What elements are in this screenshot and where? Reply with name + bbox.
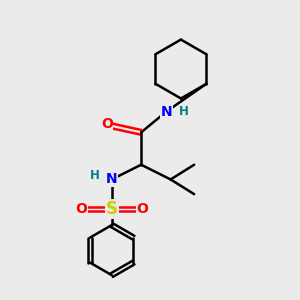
Text: H: H xyxy=(89,169,99,182)
Text: O: O xyxy=(137,202,148,216)
Text: N: N xyxy=(160,105,172,119)
Text: S: S xyxy=(106,200,118,218)
Text: O: O xyxy=(75,202,87,216)
Text: O: O xyxy=(101,117,113,131)
Text: H: H xyxy=(178,105,188,118)
Text: N: N xyxy=(106,172,118,186)
